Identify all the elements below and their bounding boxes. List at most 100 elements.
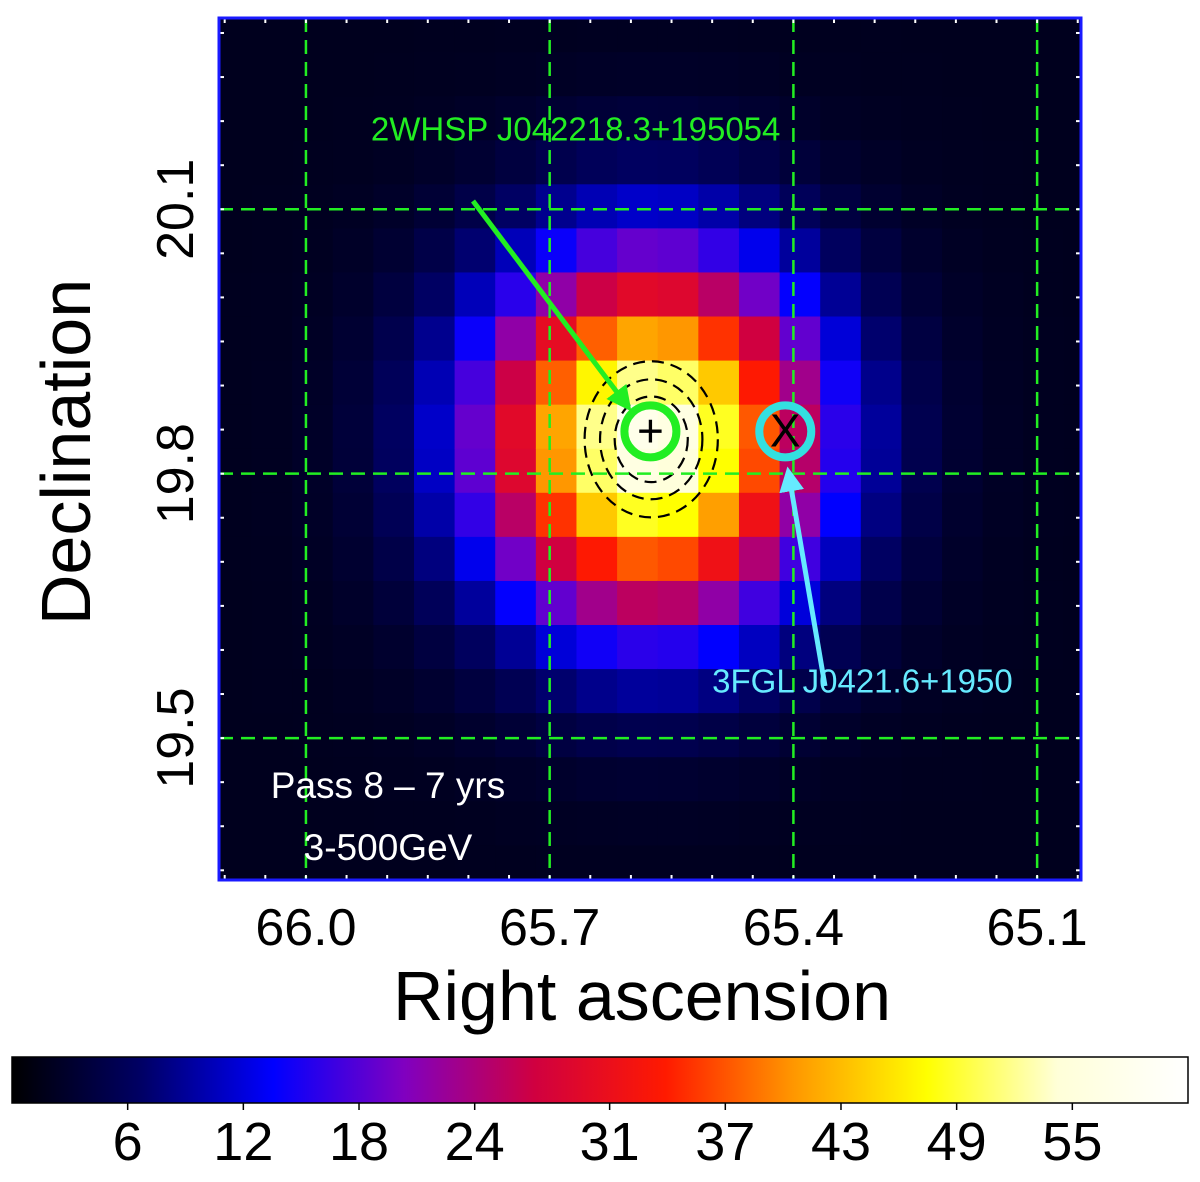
map-pixel: [1023, 536, 1065, 581]
map-pixel: [698, 139, 740, 185]
map-pixel: [373, 668, 415, 714]
map-pixel: [1023, 51, 1065, 97]
map-pixel: [779, 227, 821, 273]
map-pixel: [901, 712, 943, 758]
map-pixel: [617, 712, 659, 758]
map-pixel: [535, 800, 578, 846]
map-pixel: [373, 800, 415, 846]
map-pixel: [617, 844, 659, 880]
map-pixel: [820, 51, 862, 97]
map-pixel: [698, 800, 740, 846]
map-pixel: [738, 315, 781, 361]
map-pixel: [292, 844, 334, 880]
map-pixel: [617, 624, 659, 670]
map-pixel: [1023, 315, 1065, 361]
map-pixel: [413, 536, 456, 581]
map-pixel: [982, 756, 1024, 802]
contour-line: [583, 360, 719, 519]
map-pixel: [738, 51, 781, 97]
map-pixel: [1105, 404, 1146, 449]
map-pixel: [251, 712, 293, 758]
map-pixel: [982, 668, 1024, 714]
map-pixel: [535, 712, 578, 758]
map-pixel: [657, 315, 699, 361]
map-pixel: [576, 492, 618, 537]
map-pixel: [332, 359, 374, 405]
map-pixel: [413, 51, 456, 97]
map-pixel: [820, 756, 862, 802]
map-pixel: [982, 624, 1024, 670]
map-pixel: [495, 315, 537, 361]
map-pixel: [820, 580, 862, 625]
map-pixel: [738, 844, 781, 880]
map-pixel: [292, 712, 334, 758]
map-pixel: [982, 448, 1024, 493]
map-pixel: [576, 580, 618, 625]
map-pixel: [738, 271, 781, 317]
map-pixel: [1105, 668, 1146, 713]
map-pixel: [860, 18, 903, 53]
map-pixel: [219, 492, 253, 537]
map-pixel: [332, 139, 374, 185]
colorbar-bar: [11, 1056, 1189, 1104]
map-pixel: [820, 227, 862, 273]
colorbar-tick-label: 31: [580, 1112, 640, 1172]
map-pixel: [292, 580, 334, 625]
map-pixel: [535, 315, 578, 361]
plot-frame: [217, 16, 1083, 882]
map-pixel: [617, 271, 659, 317]
map-pixel: [1105, 757, 1146, 802]
map-pixel: [982, 712, 1024, 758]
map-pixel: [1023, 492, 1065, 537]
map-pixel: [495, 800, 537, 846]
map-pixel: [942, 580, 984, 625]
map-pixel: [698, 95, 740, 141]
colorbar-tick-label: 49: [927, 1112, 987, 1172]
map-pixel: [901, 95, 943, 141]
map-pixel: [535, 404, 578, 449]
map-pixel: [982, 492, 1024, 537]
plus-marker-icon: +: [637, 404, 664, 456]
map-pixel: [251, 183, 293, 229]
map-pixel: [251, 624, 293, 670]
map-pixel: [860, 315, 903, 361]
significance-contours: [583, 360, 719, 519]
map-pixel: [698, 756, 740, 802]
map-pixel: [982, 359, 1024, 405]
map-pixel: [860, 271, 903, 317]
map-pixel: [820, 624, 862, 670]
map-pixel: [861, 0, 902, 8]
map-pixel: [982, 404, 1024, 449]
map-pixel: [738, 712, 781, 758]
y-tick-label: 19.8: [147, 423, 205, 524]
map-pixel: [219, 271, 253, 317]
map-pixel: [738, 580, 781, 625]
map-pixel: [617, 756, 659, 802]
blazar-position-circle: [620, 401, 681, 462]
map-pixel: [219, 51, 253, 97]
map-pixel: [1063, 668, 1081, 714]
map-pixel: [454, 492, 496, 537]
map-pixel: [901, 580, 943, 625]
map-pixel: [657, 18, 699, 53]
map-pixel: [860, 448, 903, 493]
map-pixel: [657, 800, 699, 846]
map-pixel: [820, 0, 861, 8]
map-pixel: [251, 359, 293, 405]
coordinate-grid: [219, 18, 1081, 880]
map-pixel: [373, 404, 415, 449]
map-pixel: [617, 183, 659, 229]
map-pixel: [576, 95, 618, 141]
map-pixel: [373, 624, 415, 670]
map-pixel: [820, 183, 862, 229]
map-pixel: [901, 404, 943, 449]
map-pixel: [413, 756, 456, 802]
map-pixel: [495, 18, 537, 53]
map-pixel: [617, 536, 659, 581]
map-pixel: [860, 359, 903, 405]
map-pixel: [779, 271, 821, 317]
map-pixel: [942, 139, 984, 185]
map-pixel: [1105, 448, 1146, 493]
map-pixel: [251, 271, 293, 317]
map-pixel: [251, 139, 293, 185]
